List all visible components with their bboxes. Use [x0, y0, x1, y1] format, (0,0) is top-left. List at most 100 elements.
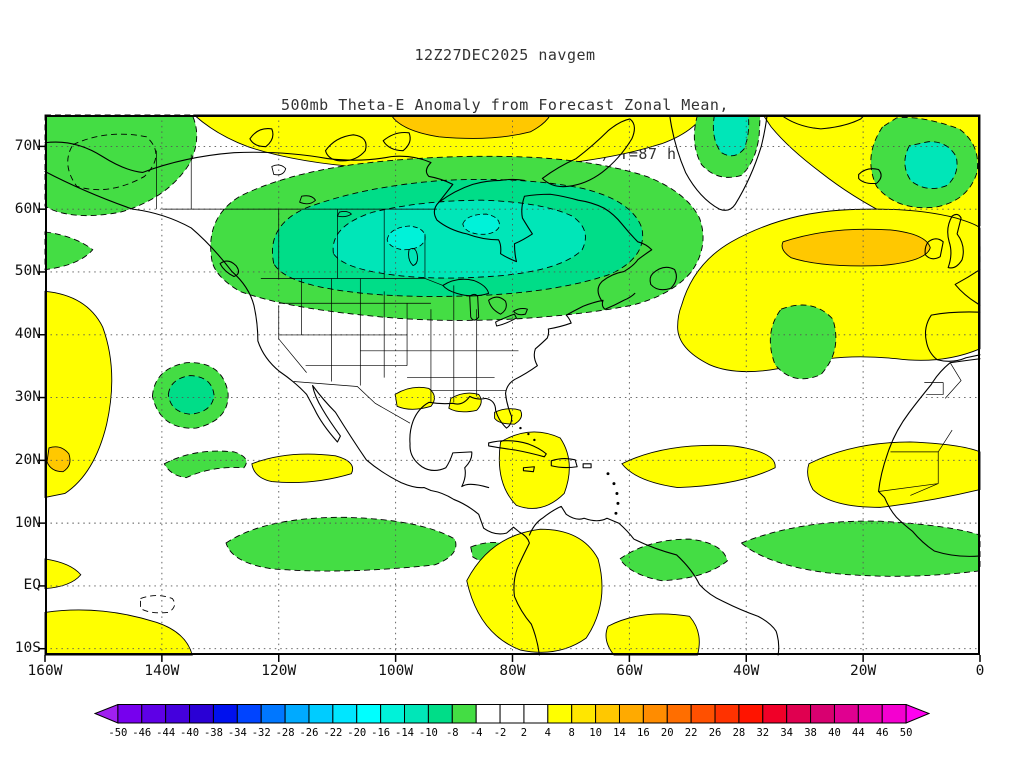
colorbar-tick-label: -16: [371, 727, 390, 739]
title-line-1: 12Z27DEC2025 navgem: [414, 46, 596, 64]
lon-tick-label: 140W: [144, 663, 180, 679]
colorbar-tick-label: 16: [637, 727, 650, 739]
island-ireland: [924, 238, 944, 260]
colorbar-tick-label: -10: [419, 727, 438, 739]
colorbar-tick-label: -50: [108, 727, 127, 739]
colorbar-tick-label: 14: [613, 727, 626, 739]
lon-tick-label: 40W: [733, 663, 760, 679]
lon-tick-label: 20W: [850, 663, 877, 679]
island-cuba: [488, 440, 547, 458]
colorbar-segment: [308, 704, 334, 724]
colorbar-tick-label: -34: [228, 727, 247, 739]
coastline-west-north-america: [44, 170, 540, 656]
colorbar-segment: [475, 704, 501, 724]
region-nw-africa-negative: [769, 304, 837, 380]
colorbar-segment: [738, 704, 764, 724]
colorbar-tick-label: 2: [521, 727, 527, 739]
contour-northwest-inner: [67, 133, 157, 191]
lon-tick-label: 160W: [27, 663, 63, 679]
colorbar-segment: [571, 704, 597, 724]
region-caribbean-positive: [498, 431, 570, 509]
lon-tick-label: 80W: [499, 663, 526, 679]
colorbar-tick-label: -46: [132, 727, 151, 739]
region-bottomleft-positive: [44, 609, 193, 656]
island-jamaica: [522, 466, 535, 473]
colorbar-segment: [786, 704, 812, 724]
colorbar-segment: [810, 704, 835, 724]
border-us-canada: [260, 278, 443, 286]
island-puerto-rico: [582, 463, 592, 469]
lon-tick-label: 60W: [616, 663, 643, 679]
colorbar-segment: [427, 704, 453, 724]
colorbar-segment: [380, 704, 406, 724]
lat-tick-label: 70N: [14, 137, 41, 154]
colorbar-segment: [332, 704, 358, 724]
region-left-edge-negative: [44, 231, 94, 271]
colorbar-tick-label: -38: [204, 727, 223, 739]
colorbar-tick-label: 40: [828, 727, 841, 739]
colorbar-tick-label: 32: [756, 727, 769, 739]
lon-tick-label: 0: [975, 663, 985, 679]
lesser-antilles: [519, 426, 620, 515]
colorbar-segment: [451, 704, 477, 724]
canada-lakes: [271, 164, 418, 267]
colorbar-tick-label: -26: [299, 727, 318, 739]
colorbar-tick-label: 38: [804, 727, 817, 739]
region-canada-negative-core: [332, 199, 586, 279]
colorbar-tick-label: 10: [589, 727, 602, 739]
region-south-america-negative: [619, 538, 728, 582]
shading-layer: [44, 114, 981, 656]
colorbar-tick-label: 8: [569, 727, 575, 739]
coastline-greenland: [669, 114, 768, 211]
colorbar-tick-label: -4: [470, 727, 483, 739]
colorbar-tick-label: -8: [446, 727, 459, 739]
coastline-south-america-north: [528, 505, 780, 656]
colorbar-tick-label: -32: [252, 727, 271, 739]
lat-tick-label: 60N: [14, 200, 41, 217]
colorbar: -50 -46 -44 -40 -38 -34 -32 -28 -26 -22 -20 -16 -14-…: [93, 703, 931, 744]
weather-map: [38, 114, 981, 662]
colorbar-tick-label: 28: [733, 727, 746, 739]
colorbar-segment: [117, 704, 143, 724]
colorbar-tick-label: -2: [494, 727, 507, 739]
island-banks: [249, 128, 274, 148]
coastline-east-canada-hudson: [433, 178, 653, 302]
colorbar-segment: [236, 704, 262, 724]
contour-bottomleft-dashed: [140, 595, 176, 614]
lat-tick-label: 40N: [14, 326, 41, 343]
colorbar-segment: [165, 704, 191, 724]
region-east-greenland-negative-core: [712, 114, 750, 157]
region-epac-south-positive: [466, 528, 603, 653]
political-borders: [156, 150, 962, 496]
colorbar-arrow-left: [93, 703, 119, 724]
colorbar-segment: [833, 704, 859, 724]
colorbar-segment: [189, 704, 214, 724]
coastline-layer: [44, 114, 981, 656]
colorbar-tick-label: 26: [709, 727, 722, 739]
borders-canada-provinces: [156, 150, 437, 279]
colorbar-segment: [356, 704, 382, 724]
borders-us-states: [278, 278, 519, 403]
coastline-gulf-east-coast: [409, 292, 636, 489]
coastline-arctic-mainland: [44, 141, 454, 203]
region-guinea-negative: [740, 520, 981, 577]
colorbar-segment: [618, 704, 644, 724]
colorbar-segment: [404, 704, 429, 724]
region-sahel-positive: [807, 441, 981, 508]
colorbar-segment: [284, 704, 310, 724]
lon-tick-label: 120W: [261, 663, 297, 679]
lat-tick-label: EQ: [23, 577, 41, 594]
colorbar-tick-label: 22: [685, 727, 698, 739]
colorbar-segment: [881, 704, 907, 724]
colorbar-segment: [642, 704, 668, 724]
island-hispaniola: [550, 458, 578, 469]
colorbar-segment: [523, 704, 549, 724]
region-tropical-atlantic-positive: [621, 444, 776, 488]
map-frame: [45, 114, 980, 655]
region-north-atlantic-positive-core: [781, 228, 931, 267]
colorbar-segment: [499, 704, 525, 724]
colorbar-tick-label: -22: [323, 727, 342, 739]
colorbar-segment: [547, 704, 573, 724]
colorbar-segment: [857, 704, 883, 724]
